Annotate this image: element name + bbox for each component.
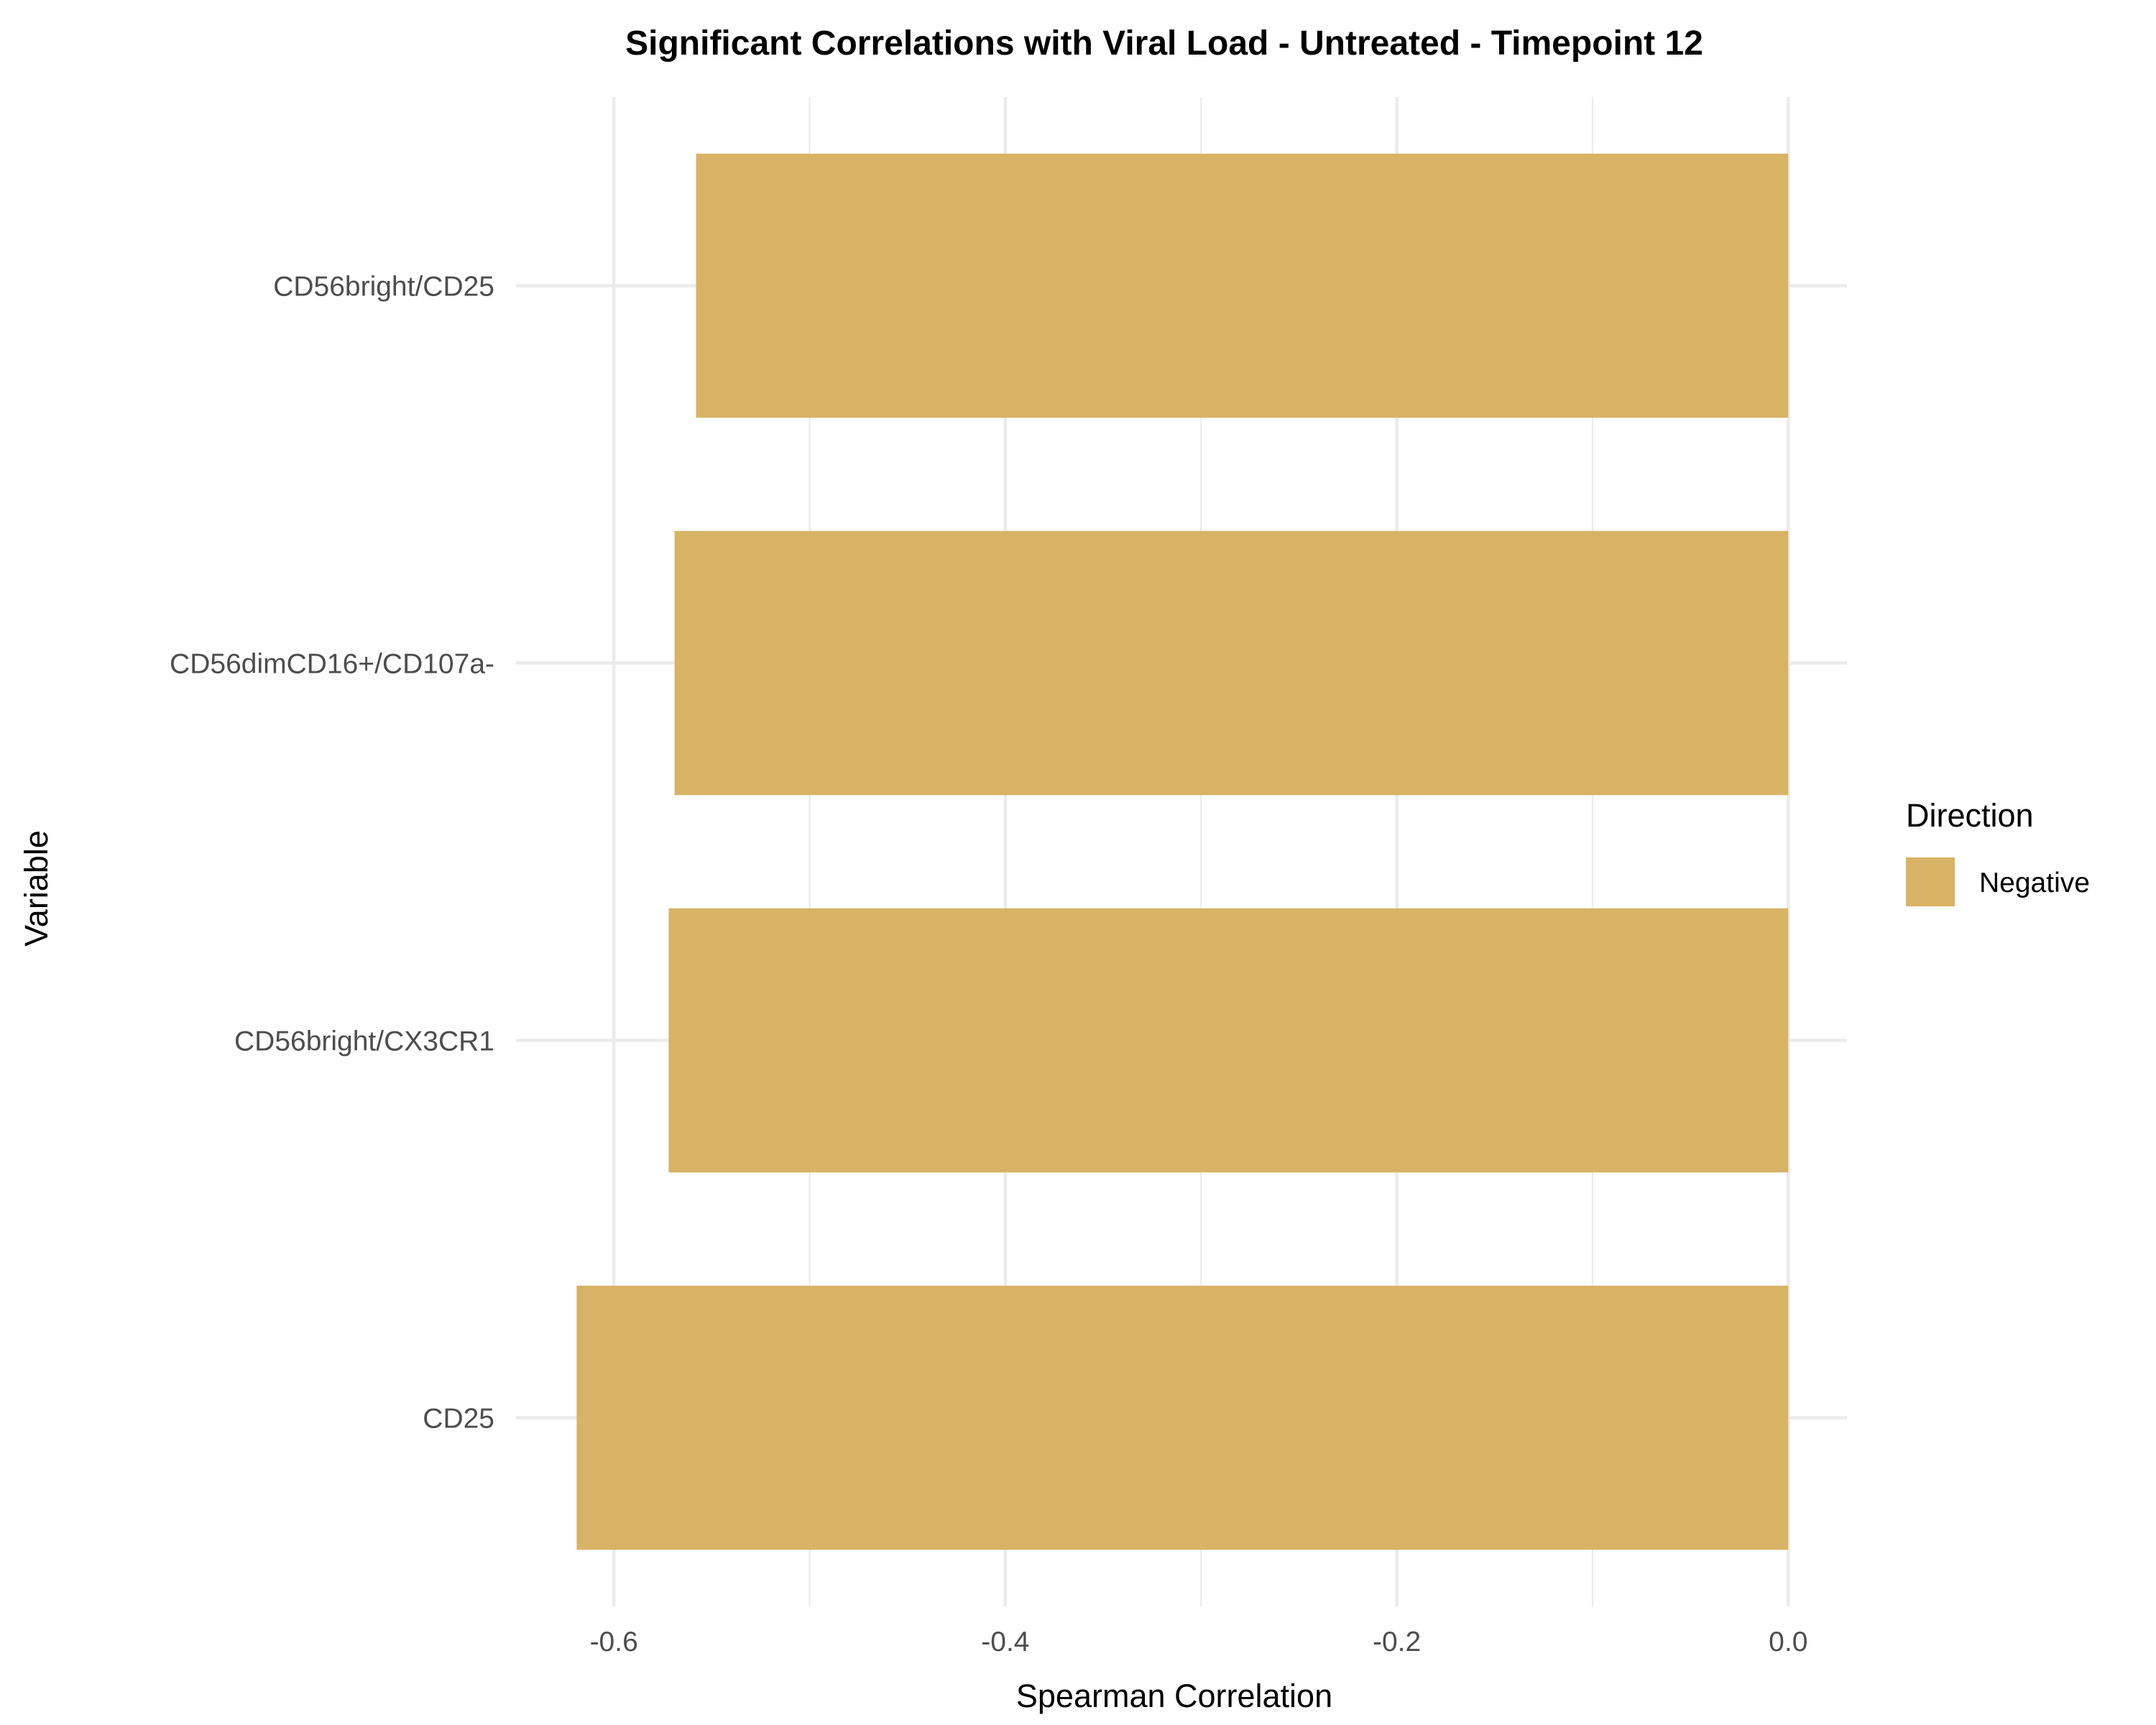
legend-label-negative: Negative <box>1979 868 2090 898</box>
legend: Direction Negative <box>1906 797 2090 906</box>
bar <box>576 1285 1789 1550</box>
bars <box>576 153 1789 1550</box>
x-tick-label: 0.0 <box>1769 1627 1807 1657</box>
bar <box>668 908 1789 1173</box>
bar <box>674 530 1789 796</box>
x-tick-label: -0.2 <box>1373 1627 1421 1657</box>
chart-title: Significant Correlations with Viral Load… <box>625 24 1703 63</box>
x-tick-label: -0.6 <box>590 1627 638 1657</box>
y-tick-label: CD25 <box>423 1404 494 1435</box>
y-tick-label: CD56bright/CD25 <box>273 272 494 303</box>
x-tick-labels: -0.6 -0.4 -0.2 0.0 <box>590 1627 1808 1657</box>
y-tick-label: CD56bright/CX3CR1 <box>234 1026 494 1057</box>
x-tick-label: -0.4 <box>981 1627 1029 1657</box>
y-tick-labels: CD56bright/CD25 CD56dimCD16+/CD107a- CD56b… <box>170 272 494 1435</box>
x-axis-title: Spearman Correlation <box>1016 1678 1332 1714</box>
bar <box>696 153 1789 418</box>
y-tick-label: CD56dimCD16+/CD107a- <box>170 649 494 680</box>
legend-title: Direction <box>1906 797 2034 834</box>
y-axis-title: Variable <box>18 830 55 947</box>
legend-swatch-negative <box>1906 857 1955 906</box>
